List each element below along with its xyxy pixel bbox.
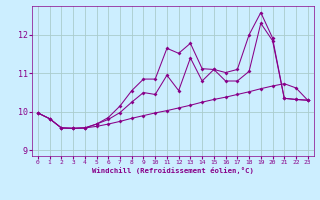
X-axis label: Windchill (Refroidissement éolien,°C): Windchill (Refroidissement éolien,°C) bbox=[92, 167, 254, 174]
